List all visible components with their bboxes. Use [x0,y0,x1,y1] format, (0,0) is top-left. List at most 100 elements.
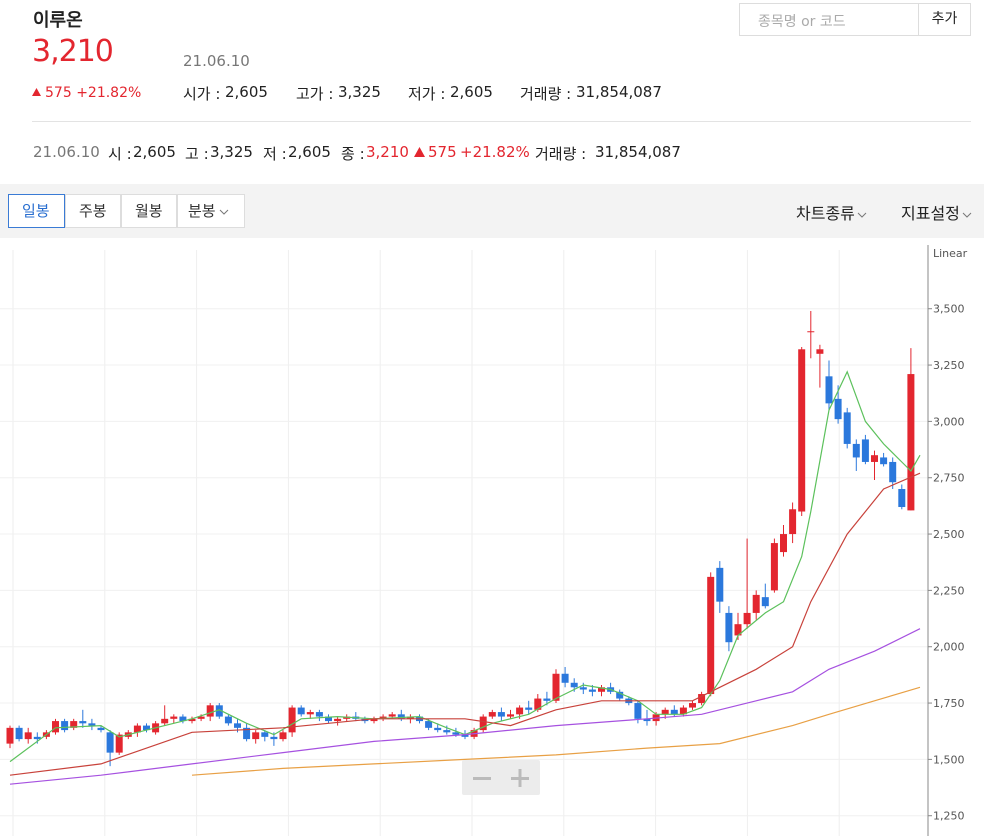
candle-body [616,691,624,699]
candle-body [761,597,769,607]
candle-body [388,714,396,717]
y-tick-label: 1,250 [933,810,965,823]
toolbar-menu[interactable]: 지표설정 [901,200,972,224]
y-tick-label: 2,000 [933,641,965,654]
y-tick-label: 1,500 [933,753,965,766]
candle-body [880,457,888,465]
candle-body [215,705,223,717]
candle-body [179,716,187,722]
summary-change-pct: +21.82% [460,143,530,161]
candle-body [461,734,469,737]
chevron [962,212,972,218]
candle-body [679,707,687,715]
candle-body [243,727,251,740]
moving-average [191,686,921,776]
summary-value: 2,605 [133,143,176,161]
menu-label: 차트종류 [796,204,855,223]
candle-body [297,707,305,715]
candle-body [579,687,587,690]
candle-body [634,703,642,719]
candle-body [6,727,14,744]
candle-body [24,732,32,740]
candle-body [188,718,196,722]
candle-body [97,727,105,731]
search-input[interactable]: 종목명 or 코드 [739,3,919,36]
candle-body [434,727,442,731]
candle-body [834,398,842,420]
add-button[interactable]: 추가 [918,3,971,36]
candle-body [898,488,906,508]
zoom-in[interactable] [510,768,530,788]
divider [32,121,971,122]
tab[interactable]: 주봉 [65,194,121,228]
candle-body [261,732,269,737]
up-icon [414,147,425,157]
tab[interactable]: 분봉 [177,194,245,228]
tab[interactable]: 월봉 [121,194,177,228]
candle-body [443,730,451,733]
candle-body [115,734,123,753]
candle-body [106,732,114,753]
stat-value: 2,605 [225,83,268,101]
candle-body [543,698,551,701]
candle-body [206,705,214,717]
change-value: 575 [45,85,72,101]
candle-body [33,736,41,740]
stock-name: 이루온 [33,10,83,31]
candle-body [497,712,505,717]
candle-body [88,723,96,726]
candle-body [370,718,378,722]
candle-body [224,716,232,724]
candle-body [670,709,678,715]
candle-body [534,698,542,710]
tab-label: 일봉 [22,202,50,220]
tab[interactable]: 일봉 [8,194,65,228]
candle-body [306,712,314,715]
candle-body [516,707,524,715]
candle-body [479,716,487,731]
candle-body [79,721,87,724]
candle-body [279,732,287,740]
placeholder: 종목명 or 코드 [758,14,846,30]
candle-body [143,725,150,731]
candle-body [598,687,605,692]
candle-body [325,716,332,722]
candle-body [843,412,851,444]
candle-body [315,712,323,717]
summary-date: 21.06.10 [33,143,100,161]
candle-body [698,694,706,704]
summary-value: 2,605 [288,143,331,161]
candle-body [770,543,778,591]
candle-body [15,727,23,740]
date: 21.06.10 [183,52,250,70]
candle-body [661,709,669,715]
candle-body [70,721,78,728]
candle-body [907,374,915,511]
candle-body [525,707,533,710]
tab-label: 주봉 [79,202,107,220]
stat-value: 31,854,087 [576,83,662,101]
candle-body [725,612,733,643]
candle-body [161,718,169,724]
stat-value: 3,325 [338,83,381,101]
candle-body [871,455,878,462]
moving-average [9,472,921,776]
y-tick-label: 2,500 [933,528,965,541]
candle-body [552,673,560,701]
candle-body [288,707,296,733]
candle-body [507,714,514,717]
candle-body [397,714,405,719]
summary-label: 저 : [263,145,287,163]
chevron [219,209,228,215]
summary-value: 3,210 [366,143,409,161]
candle-body [488,712,496,717]
candle-body [133,725,141,733]
candle-body [61,721,69,731]
zoom-out[interactable] [472,768,492,788]
toolbar-menu[interactable]: 차트종류 [796,200,867,224]
stat-label: 저가 : [408,85,446,103]
tab-label: 분봉 [188,202,216,220]
candle-body [52,721,59,733]
summary-volume: 31,854,087 [595,143,681,161]
chevron [857,212,867,218]
